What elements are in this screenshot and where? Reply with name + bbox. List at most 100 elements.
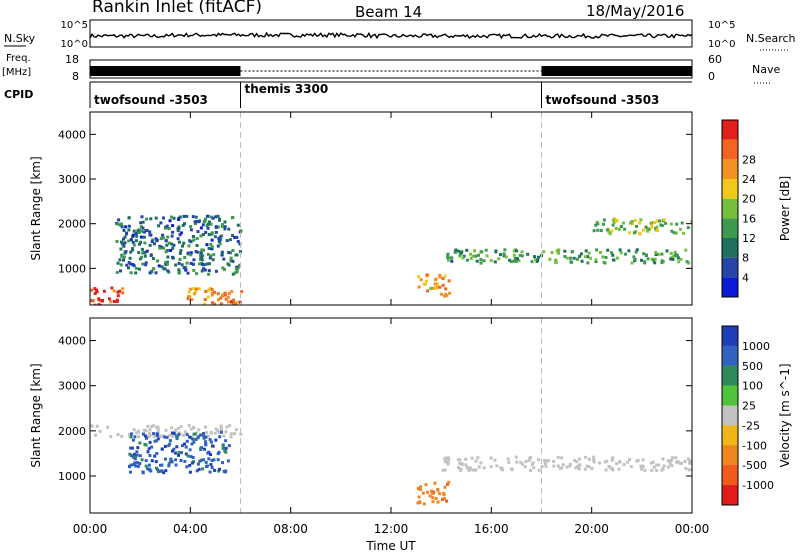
heatmap-cell [137, 251, 141, 255]
heatmap-cell [683, 460, 687, 463]
heatmap-cell [203, 268, 207, 272]
heatmap-cell [546, 459, 550, 463]
heatmap-cell [231, 249, 235, 252]
heatmap-cell [479, 461, 483, 465]
heatmap-cell [630, 220, 634, 224]
heatmap-cell [231, 259, 235, 263]
heatmap-cell [612, 258, 616, 262]
heatmap-cell [653, 257, 657, 261]
heatmap-cell [650, 468, 654, 472]
heatmap-cell [563, 255, 567, 258]
heatmap-cell [446, 256, 450, 259]
heatmap-cell [417, 285, 421, 289]
heatmap-cell [199, 458, 203, 462]
heatmap-cell [164, 226, 168, 230]
heatmap-cell [133, 435, 137, 439]
heatmap-cell [433, 282, 437, 286]
heatmap-cell [123, 235, 127, 239]
colorbar-swatch [722, 257, 738, 278]
heatmap-cell [217, 450, 221, 454]
heatmap-cell [646, 229, 650, 233]
heatmap-cell [159, 469, 163, 473]
heatmap-cell [169, 457, 173, 461]
heatmap-cell [137, 429, 141, 433]
heatmap-cell [565, 256, 569, 260]
heatmap-cell [448, 291, 452, 295]
heatmap-cell [168, 219, 172, 223]
heatmap-cell [668, 462, 672, 466]
heatmap-cell [457, 249, 461, 253]
heatmap-cell [122, 237, 125, 241]
heatmap-cell [109, 300, 113, 304]
heatmap-cell [179, 231, 183, 235]
heatmap-cell [510, 467, 513, 471]
heatmap-cell [182, 433, 186, 437]
colorbar-swatch [722, 326, 738, 346]
heatmap-cell [146, 467, 150, 471]
heatmap-cell [650, 461, 653, 465]
heatmap-cell [166, 235, 170, 239]
heatmap-cell [214, 215, 218, 219]
heatmap-cell [602, 218, 606, 222]
heatmap-cell [139, 221, 143, 225]
heatmap-cell [136, 464, 140, 468]
heatmap-cell [127, 216, 131, 220]
beam-title: Beam 14 [355, 3, 422, 21]
heatmap-cell [158, 434, 162, 438]
heatmap-cell [219, 302, 223, 305]
heatmap-cell [433, 481, 437, 485]
heatmap-cell [140, 215, 144, 219]
heatmap-cell [127, 224, 131, 228]
heatmap-cell [447, 480, 451, 484]
heatmap-cell [138, 454, 142, 458]
heatmap-cell [187, 290, 191, 294]
heatmap-cell [200, 254, 204, 258]
heatmap-cell [93, 303, 97, 305]
heatmap-cell [501, 468, 505, 472]
heatmap-cell [156, 427, 160, 431]
velocity-panel: 1000 2000 3000 4000 Slant Range [km] 1000 500 1… [29, 317, 792, 514]
heatmap-cell [161, 434, 165, 438]
heatmap-cell [134, 271, 138, 275]
heatmap-cell [675, 460, 678, 464]
heatmap-cell [191, 262, 195, 266]
colorbar-tick-label: 4 [742, 271, 749, 284]
heatmap-cell [177, 453, 180, 457]
heatmap-cell [644, 225, 648, 229]
heatmap-cell [207, 262, 211, 266]
heatmap-cell [224, 293, 227, 297]
heatmap-cell [534, 258, 537, 262]
heatmap-cell [98, 429, 102, 433]
heatmap-cell [164, 250, 168, 254]
heatmap-cell [192, 440, 196, 444]
heatmap-cell [506, 457, 510, 461]
heatmap-cell [489, 456, 493, 460]
heatmap-cell [160, 245, 164, 249]
heatmap-cell [192, 287, 196, 291]
heatmap-cell [95, 288, 98, 292]
heatmap-cell [170, 234, 174, 238]
heatmap-cell [438, 275, 442, 279]
heatmap-cell [552, 460, 556, 463]
heatmap-cell [431, 496, 435, 500]
heatmap-cell [661, 457, 665, 461]
heatmap-cell [558, 466, 562, 470]
colorbar-tick-label: 8 [742, 252, 749, 265]
freq-tick-top: 18 [65, 53, 79, 66]
x-tick-label: 20:00 [574, 522, 609, 536]
heatmap-cell [188, 448, 192, 452]
heatmap-cell [669, 459, 673, 463]
heatmap-cell [139, 235, 143, 239]
heatmap-cell [218, 235, 222, 239]
heatmap-cell [643, 468, 647, 472]
heatmap-cell [556, 464, 560, 468]
heatmap-cell [635, 248, 639, 252]
heatmap-cell [121, 291, 125, 295]
heatmap-cell [205, 262, 209, 266]
heatmap-cell [531, 461, 535, 465]
heatmap-cell [231, 234, 234, 237]
nsky-tick-top: 10^5 [61, 20, 88, 31]
heatmap-cell [223, 291, 227, 295]
heatmap-cell [179, 459, 183, 462]
heatmap-cell [640, 258, 643, 262]
